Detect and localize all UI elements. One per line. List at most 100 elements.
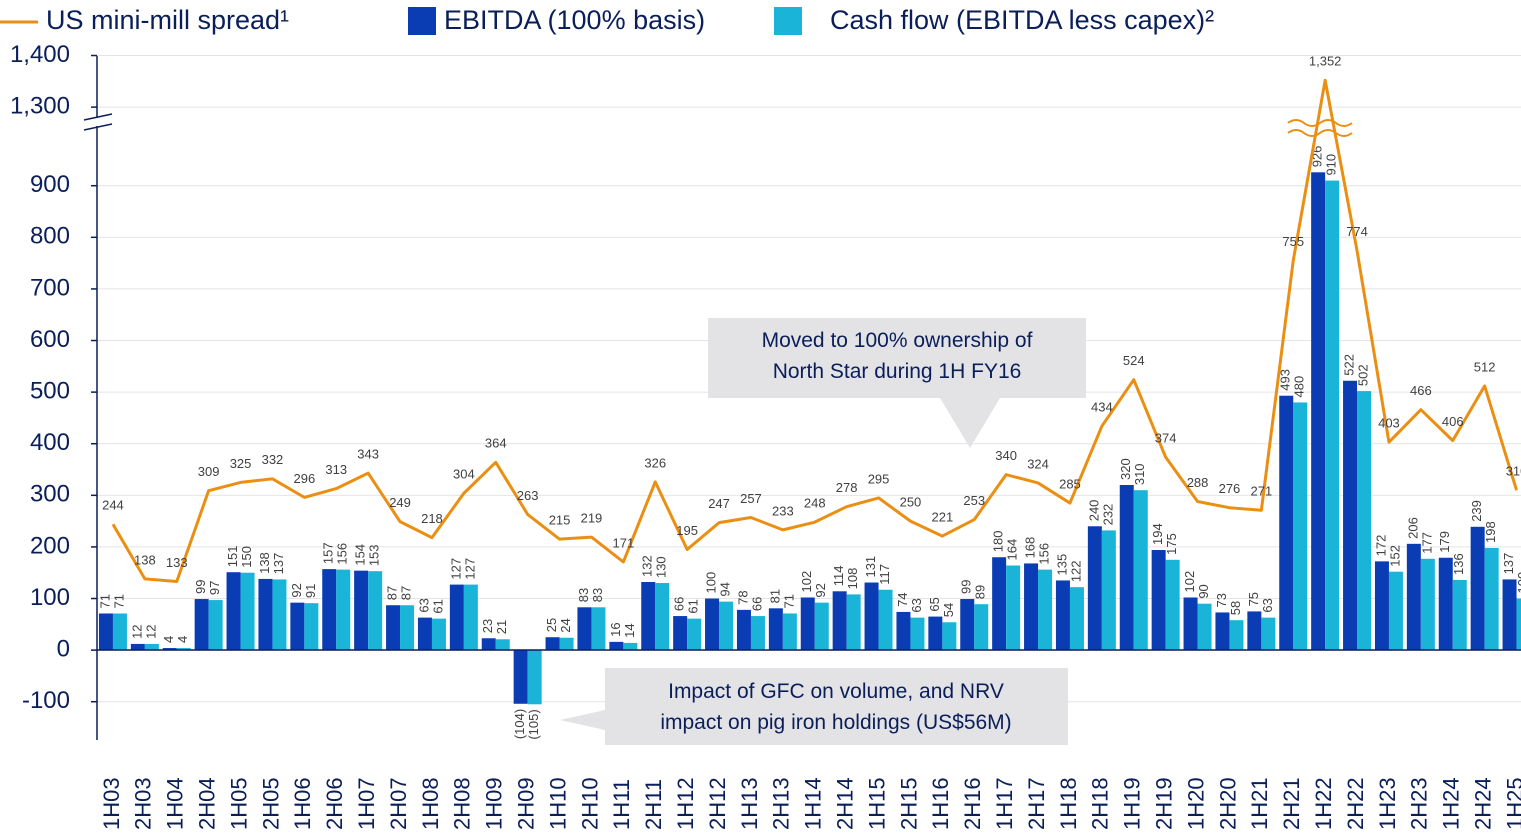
bar [992, 557, 1007, 651]
axis-break-mark [83, 113, 113, 121]
data-label: 81 [767, 589, 782, 603]
x-tick-label: 2H07 [386, 777, 411, 830]
annotation-box [560, 668, 1068, 745]
bar [481, 638, 496, 651]
data-label: 332 [262, 452, 284, 467]
y-tick-label: 700 [30, 274, 70, 301]
bar [1388, 571, 1403, 651]
line [111, 78, 1518, 583]
data-label: 1,352 [1309, 54, 1342, 69]
y-tick-label: 200 [30, 532, 70, 559]
bar [673, 616, 688, 651]
annotation-text: impact on pig iron holdings (US$56M) [660, 711, 1011, 734]
x-tick-label: 1H15 [864, 777, 889, 830]
data-label: 117 [877, 564, 892, 585]
data-label: 54 [941, 603, 956, 617]
bar [1229, 620, 1244, 651]
x-tick-label: 2H04 [194, 777, 219, 830]
data-label: 61 [686, 599, 701, 613]
x-tick-label: 1H05 [226, 777, 251, 830]
bar [782, 613, 797, 651]
x-tick-label: 2H22 [1343, 777, 1368, 830]
x-tick-label: 1H21 [1247, 777, 1272, 830]
x-tick-label: 1H20 [1183, 777, 1208, 830]
data-label: 138 [134, 552, 156, 567]
y-tick-label: 600 [30, 326, 70, 353]
data-label: 215 [549, 513, 571, 528]
data-label: 71 [781, 594, 796, 608]
data-label: 154 [353, 544, 368, 566]
x-tick-label: 2H13 [769, 777, 794, 830]
data-label: 99 [193, 580, 208, 594]
data-label: 90 [1196, 584, 1211, 598]
x-tick-label: 2H21 [1279, 777, 1304, 830]
data-label: 23 [480, 619, 495, 633]
data-label: 24 [558, 618, 573, 632]
data-label: 151 [225, 546, 240, 568]
data-label: 4 [161, 636, 176, 643]
bar [1006, 565, 1021, 651]
line-break-mark [1287, 119, 1353, 137]
bar [98, 613, 113, 651]
bar [719, 601, 734, 651]
data-label: 16 [608, 622, 623, 636]
data-label: 63 [1260, 598, 1275, 612]
bar [910, 617, 925, 651]
data-label: 92 [813, 583, 828, 597]
bar [687, 618, 702, 651]
data-label: 83 [576, 588, 591, 602]
data-label: 324 [1027, 456, 1049, 471]
data-label: 164 [1005, 539, 1020, 561]
y-tick-label: 1,300 [10, 92, 70, 119]
data-label: 137 [1501, 553, 1516, 575]
bar [545, 637, 560, 651]
data-label: 75 [1246, 592, 1261, 606]
data-label: 71 [111, 594, 126, 608]
x-tick-label: 2H03 [131, 777, 156, 830]
bar [768, 608, 783, 651]
bar [1069, 587, 1084, 651]
bar [1055, 580, 1070, 651]
data-label: 233 [772, 503, 794, 518]
data-label: 774 [1346, 224, 1368, 239]
bar [176, 648, 191, 651]
x-tick-label: 2H17 [1024, 777, 1049, 830]
bar [750, 616, 765, 651]
data-label: 91 [303, 584, 318, 598]
x-tick-label: 2H10 [577, 777, 602, 830]
data-label: 156 [335, 543, 350, 565]
data-label: 130 [654, 556, 669, 578]
data-label: 63 [909, 598, 924, 612]
data-label: 97 [207, 581, 222, 595]
data-label: 285 [1059, 476, 1081, 491]
data-label: 114 [831, 566, 846, 587]
y-tick-label: 300 [30, 481, 70, 508]
data-label: 263 [517, 488, 539, 503]
data-label: 83 [590, 588, 605, 602]
data-label: 4 [175, 636, 190, 643]
y-tick-label: 500 [30, 377, 70, 404]
data-label: 175 [1164, 533, 1179, 555]
x-tick-label: 1H08 [418, 777, 443, 830]
bar [1183, 597, 1198, 651]
data-label: 480 [1292, 376, 1307, 398]
bar [609, 641, 624, 651]
bar [1516, 598, 1521, 651]
data-label: 73 [1214, 593, 1229, 607]
data-label: 100 [703, 572, 718, 594]
data-label: 138 [257, 552, 272, 574]
data-label: 58 [1228, 601, 1243, 615]
bar [577, 607, 592, 651]
data-label: 136 [1451, 553, 1466, 575]
bar [240, 572, 255, 651]
bar [1357, 391, 1372, 651]
data-label: 206 [1405, 517, 1420, 539]
annotation-box [708, 318, 1086, 448]
bar [417, 617, 432, 651]
x-tick-label: 2H23 [1407, 777, 1432, 830]
bar [1484, 547, 1499, 651]
data-label: 466 [1410, 383, 1432, 398]
x-tick-label: 1H10 [545, 777, 570, 830]
